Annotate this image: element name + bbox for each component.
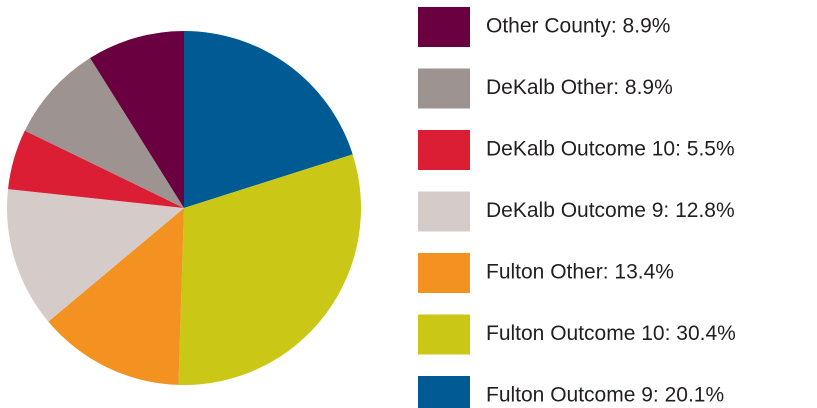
pie-slice: [178, 154, 361, 385]
legend-swatch: [418, 7, 470, 47]
pie-slice: [24, 57, 185, 209]
legend-swatch: [418, 253, 470, 293]
legend-label: Fulton Outcome 10: 30.4%: [486, 322, 736, 345]
pie-slice: [184, 31, 353, 208]
legend-label: DeKalb Other: 8.9%: [486, 76, 673, 99]
legend-label: Other County: 8.9%: [486, 15, 670, 38]
legend-label: DeKalb Outcome 9: 12.8%: [486, 199, 735, 222]
legend-swatch: [418, 376, 470, 408]
pie-slice: [48, 208, 185, 385]
legend-swatch: [418, 314, 470, 355]
legend-label: Fulton Outcome 9: 20.1%: [486, 384, 724, 407]
pie-slice: [6, 189, 184, 322]
legend-swatch: [418, 68, 470, 109]
pie-slice: [8, 130, 185, 208]
legend-label: Fulton Other: 13.4%: [486, 261, 674, 284]
legend-swatch: [418, 130, 470, 170]
legend-label: DeKalb Outcome 10: 5.5%: [486, 138, 735, 161]
pie-slice: [90, 30, 184, 208]
legend-swatch: [418, 191, 470, 232]
